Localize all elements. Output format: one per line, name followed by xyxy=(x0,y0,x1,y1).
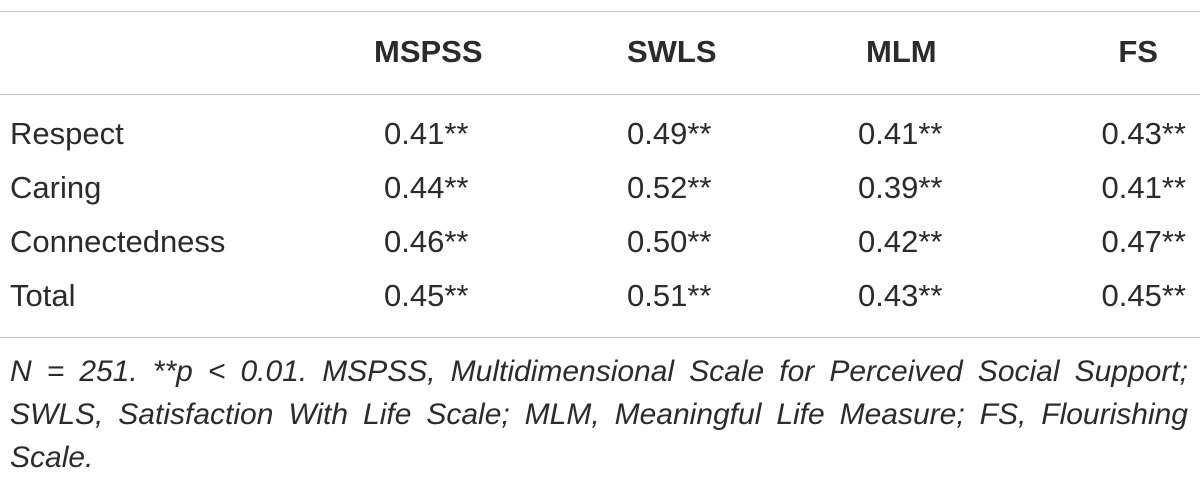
cell-respect-mspss: 0.41** xyxy=(384,116,469,151)
cell-total-swls: 0.51** xyxy=(627,278,712,313)
header-mspss: MSPSS xyxy=(374,34,483,69)
row-label-connectedness: Connectedness xyxy=(10,224,226,259)
cell-connectedness-swls: 0.50** xyxy=(627,224,712,259)
cell-connectedness-mlm: 0.42** xyxy=(858,224,943,259)
cell-connectedness-mspss: 0.46** xyxy=(384,224,469,259)
header-rule xyxy=(0,94,1200,95)
cell-respect-fs: 0.43** xyxy=(1101,116,1186,151)
cell-connectedness-fs: 0.47** xyxy=(1101,224,1186,259)
cell-caring-mlm: 0.39** xyxy=(858,170,943,205)
cell-respect-mlm: 0.41** xyxy=(858,116,943,151)
cell-caring-fs: 0.41** xyxy=(1101,170,1186,205)
header-mlm: MLM xyxy=(866,34,937,69)
row-label-total: Total xyxy=(10,278,76,313)
cell-total-fs: 0.45** xyxy=(1101,278,1186,313)
cell-respect-swls: 0.49** xyxy=(627,116,712,151)
row-label-caring: Caring xyxy=(10,170,102,205)
top-rule xyxy=(0,11,1200,12)
cell-total-mlm: 0.43** xyxy=(858,278,943,313)
header-swls: SWLS xyxy=(627,34,717,69)
cell-caring-swls: 0.52** xyxy=(627,170,712,205)
cell-caring-mspss: 0.44** xyxy=(384,170,469,205)
cell-total-mspss: 0.45** xyxy=(384,278,469,313)
table-footnote: N = 251. **p < 0.01. MSPSS, Multidimensi… xyxy=(10,355,1188,474)
row-label-respect: Respect xyxy=(10,116,124,151)
bottom-rule xyxy=(0,337,1200,338)
header-fs: FS xyxy=(1118,34,1158,69)
